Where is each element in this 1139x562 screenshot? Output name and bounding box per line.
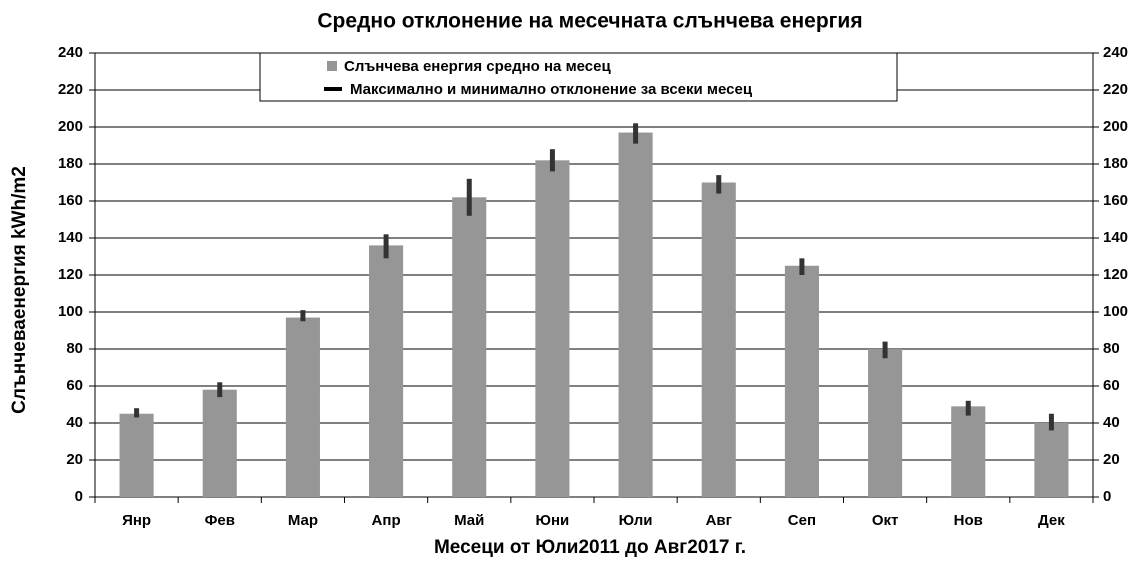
x-tick-label: Апр [372, 512, 401, 529]
x-tick-label: Мар [288, 512, 318, 529]
y-tick-label: 180 [58, 155, 83, 172]
bar [452, 197, 487, 498]
bar [119, 413, 154, 497]
y2-tick-label: 140 [1103, 229, 1128, 246]
y2-tick-label: 240 [1103, 44, 1128, 61]
bar [369, 245, 404, 497]
bar [202, 389, 237, 497]
x-tick-label: Фев [205, 512, 235, 529]
y2-tick-label: 0 [1103, 488, 1111, 505]
y-axis-label: Слънчеваенергия kWh/m2 [9, 166, 30, 414]
y-tick-label: 20 [66, 451, 83, 468]
legend-box [259, 52, 898, 102]
y-tick-label: 100 [58, 303, 83, 320]
y2-tick-label: 160 [1103, 192, 1128, 209]
y2-tick-label: 120 [1103, 266, 1128, 283]
bar [1034, 423, 1069, 497]
x-tick-label: Юни [536, 512, 570, 529]
y-tick-label: 40 [66, 414, 83, 431]
x-tick-label: Янр [122, 512, 151, 529]
x-tick-label: Сеп [788, 512, 816, 529]
y2-tick-label: 100 [1103, 303, 1128, 320]
x-axis-label: Месеци от Юли2011 до Авг2017 г. [434, 537, 746, 558]
y-tick-label: 140 [58, 229, 83, 246]
y2-tick-label: 180 [1103, 155, 1128, 172]
y-tick-label: 60 [66, 377, 83, 394]
y-tick-label: 220 [58, 81, 83, 98]
bar [618, 132, 653, 498]
y-tick-label: 240 [58, 44, 83, 61]
legend-label: Максимално и минимално отклонение за все… [350, 81, 753, 98]
y2-tick-label: 80 [1103, 340, 1120, 357]
x-tick-label: Май [454, 512, 484, 529]
x-tick-label: Юли [619, 512, 653, 529]
x-tick-label: Окт [872, 512, 899, 529]
x-tick-label: Авг [706, 512, 732, 529]
x-tick-label: Нов [954, 512, 983, 529]
y2-tick-label: 20 [1103, 451, 1120, 468]
y2-tick-label: 60 [1103, 377, 1120, 394]
legend-label: Слънчева енергия средно на месец [344, 58, 611, 75]
y-tick-label: 120 [58, 266, 83, 283]
y-tick-label: 160 [58, 192, 83, 209]
legend-swatch [327, 61, 337, 71]
y2-tick-label: 40 [1103, 414, 1120, 431]
x-tick-label: Дек [1038, 512, 1065, 529]
bar [784, 265, 819, 497]
y-tick-label: 0 [75, 488, 83, 505]
bar [868, 349, 903, 497]
y-tick-label: 80 [66, 340, 83, 357]
bar [285, 317, 320, 497]
bar [535, 160, 570, 498]
chart-title: Средно отклонение на месечната слънчева … [317, 10, 862, 33]
bar [701, 182, 736, 497]
y-tick-label: 200 [58, 118, 83, 135]
y2-tick-label: 200 [1103, 118, 1128, 135]
y2-tick-label: 220 [1103, 81, 1128, 98]
bar [951, 406, 986, 497]
